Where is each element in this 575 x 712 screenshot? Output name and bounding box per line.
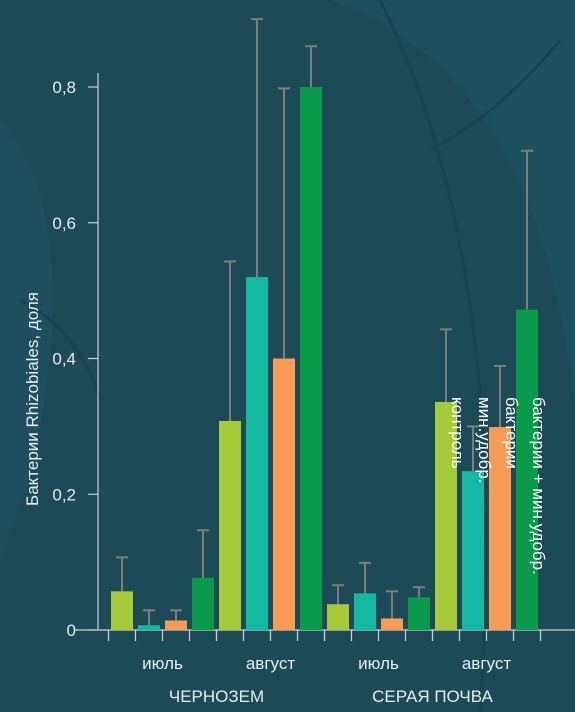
bar: [192, 577, 214, 630]
soil-label: СЕРАЯ ПОЧВА: [372, 687, 493, 706]
month-label: июль: [358, 654, 399, 673]
y-tick-label: 0,2: [52, 485, 76, 504]
month-label: июль: [142, 654, 183, 673]
series-label: бактерии + мин.удобр.: [529, 397, 548, 575]
bar: [138, 625, 160, 630]
bar: [408, 597, 430, 630]
leaf-vein: [378, 0, 488, 712]
bar: [300, 87, 322, 630]
series-label: бактерии: [502, 397, 521, 469]
month-label: август: [246, 654, 295, 673]
y-tick-label: 0: [67, 621, 76, 640]
error-bars: [116, 18, 533, 626]
leaf-shape: [0, 120, 53, 560]
labels: 0 0,2 0,4 0,6 0,8 контроль мин.удобр. бактерии б…: [52, 78, 548, 706]
month-label: август: [462, 654, 511, 673]
series-label: мин.удобр.: [475, 397, 494, 484]
y-tick-label: 0,6: [52, 214, 76, 233]
bar: [111, 591, 133, 630]
bar: [516, 309, 538, 630]
y-tick-label: 0,8: [52, 78, 76, 97]
y-axis-label: Бактерии Rhizobiales, доля: [23, 292, 42, 506]
bar: [462, 471, 484, 630]
bar: [327, 604, 349, 630]
bar: [219, 420, 241, 630]
bar: [165, 620, 187, 630]
y-tick-label: 0,4: [52, 350, 76, 369]
series-label: контроль: [448, 397, 467, 469]
bar: [354, 593, 376, 630]
soil-label: ЧЕРНОЗЕМ: [169, 687, 264, 706]
bars: [111, 87, 538, 630]
bar: [435, 401, 457, 630]
bar: [381, 618, 403, 630]
bar: [246, 277, 268, 630]
leaf-shape: [330, 0, 575, 712]
leaf-vein: [19, 298, 102, 401]
leaf-vein: [429, 39, 562, 152]
bar: [273, 358, 295, 630]
bar: [489, 427, 511, 630]
